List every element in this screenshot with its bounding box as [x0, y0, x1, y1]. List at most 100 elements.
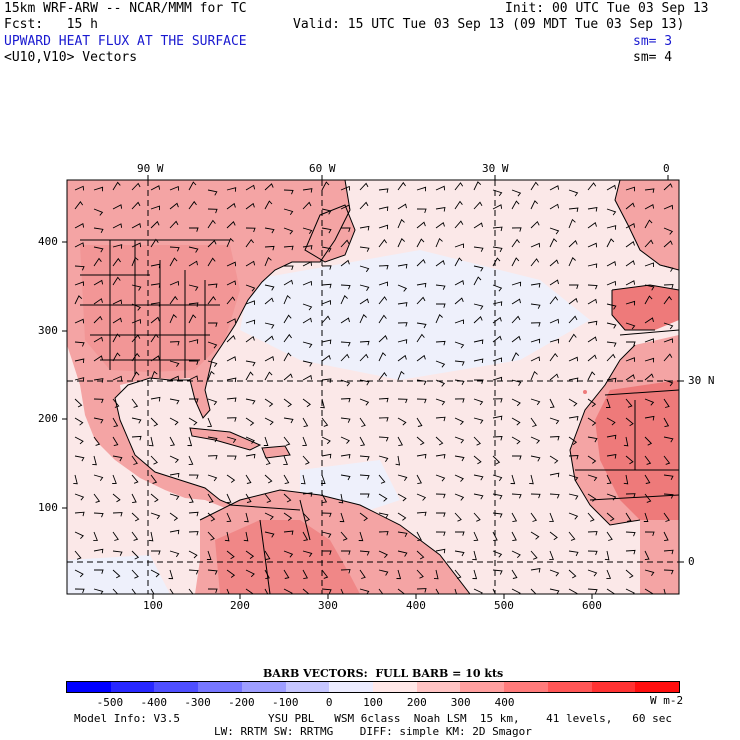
- wind-barb: [321, 315, 331, 324]
- color-bar-swatch: [416, 682, 461, 692]
- color-bar-tick-label: 400: [494, 696, 515, 709]
- wind-barb: [625, 223, 636, 229]
- wind-barb: [150, 185, 161, 191]
- wind-barb: [264, 356, 275, 362]
- wind-barb: [549, 531, 558, 541]
- wind-barb: [454, 257, 463, 267]
- wind-barb: [188, 455, 194, 466]
- wind-barb: [587, 320, 598, 326]
- wind-barb: [663, 227, 674, 235]
- wind-barb: [131, 242, 142, 248]
- wind-barb: [112, 299, 123, 305]
- wind-barb: [226, 202, 236, 210]
- wind-barb: [112, 512, 123, 517]
- wind-barb: [169, 220, 179, 229]
- wind-barb: [549, 203, 560, 210]
- wind-barb: [511, 436, 521, 445]
- wind-barb: [511, 227, 522, 232]
- wind-barb: [663, 531, 669, 542]
- wind-barb: [492, 376, 503, 382]
- wind-barb: [359, 314, 367, 324]
- wind-barb: [226, 512, 232, 523]
- wind-barb: [283, 398, 292, 408]
- wind-barb: [606, 454, 617, 459]
- wind-barb: [188, 360, 199, 365]
- wind-barb: [549, 398, 555, 409]
- wind-barb: [207, 436, 218, 443]
- wind-barb: [644, 474, 651, 484]
- wind-barb: [359, 201, 369, 210]
- wind-barb: [606, 208, 617, 216]
- wind-barb: [606, 398, 611, 408]
- wind-barb: [454, 550, 465, 557]
- wind-barb: [625, 569, 634, 579]
- wind-barb: [93, 548, 104, 554]
- x-tick: 100: [143, 599, 163, 612]
- wind-barb: [397, 302, 408, 307]
- wind-barb: [435, 340, 446, 346]
- wind-barb: [131, 371, 140, 381]
- wind-barb: [74, 265, 85, 271]
- wind-barb: [549, 588, 560, 594]
- wind-barb: [454, 455, 465, 462]
- wind-barb: [321, 181, 330, 191]
- wind-barb: [416, 453, 427, 459]
- wind-barb: [245, 398, 256, 405]
- wind-barb: [435, 360, 446, 368]
- x-tick: 300: [318, 599, 338, 612]
- wind-barb: [492, 257, 501, 267]
- wind-barb: [511, 238, 520, 248]
- wind-barb: [606, 225, 617, 230]
- wind-barb: [530, 242, 541, 248]
- wind-barb: [644, 436, 653, 446]
- wind-barb: [341, 227, 351, 232]
- color-bar-swatch: [460, 682, 505, 692]
- wind-barb: [378, 397, 389, 403]
- wind-barb: [511, 550, 521, 559]
- wind-barb: [644, 219, 653, 229]
- wind-barb: [511, 257, 520, 267]
- wind-barb: [340, 588, 344, 594]
- wind-barb: [93, 569, 104, 574]
- wind-barb: [473, 588, 483, 594]
- wind-barb: [112, 317, 122, 324]
- wind-barb: [568, 297, 578, 305]
- wind-barb: [74, 455, 85, 462]
- wind-barb: [587, 455, 597, 464]
- wind-barb: [416, 511, 427, 517]
- wind-barb: [378, 531, 389, 536]
- wind-barb: [435, 416, 446, 422]
- wind-barb: [378, 265, 389, 270]
- wind-barb: [416, 398, 427, 404]
- wind-barb: [378, 588, 384, 594]
- wind-barb: [338, 493, 344, 504]
- wind-barb: [321, 493, 328, 504]
- wind-barb: [454, 360, 465, 366]
- wind-barb: [454, 200, 463, 210]
- wind-barb: [188, 246, 199, 253]
- wind-barb: [283, 530, 294, 535]
- wind-barb: [131, 569, 139, 579]
- hispaniola-land: [262, 446, 290, 458]
- wind-barb: [131, 284, 142, 291]
- wind-barb: [188, 493, 194, 504]
- wind-barb: [510, 474, 516, 485]
- lat-label-30n: 30 N: [688, 374, 715, 387]
- wind-barb: [112, 276, 121, 286]
- wind-barb: [93, 246, 104, 253]
- physics-line-2: LW: RRTM SW: RRTMG DIFF: simple KM: 2D S…: [214, 725, 532, 738]
- wind-barb: [188, 550, 198, 559]
- vector-name: <U10,V10> Vectors: [4, 50, 138, 65]
- wind-barb: [397, 218, 405, 229]
- wind-barb: [568, 333, 577, 343]
- wind-barb: [492, 474, 503, 482]
- wind-barb: [644, 284, 655, 291]
- wind-barb: [511, 531, 517, 542]
- wind-barb: [264, 256, 272, 267]
- x-tick: 400: [406, 599, 426, 612]
- wind-barb: [644, 338, 654, 343]
- wind-barb: [112, 455, 123, 462]
- wind-barb: [340, 284, 351, 290]
- wind-barb: [321, 246, 332, 253]
